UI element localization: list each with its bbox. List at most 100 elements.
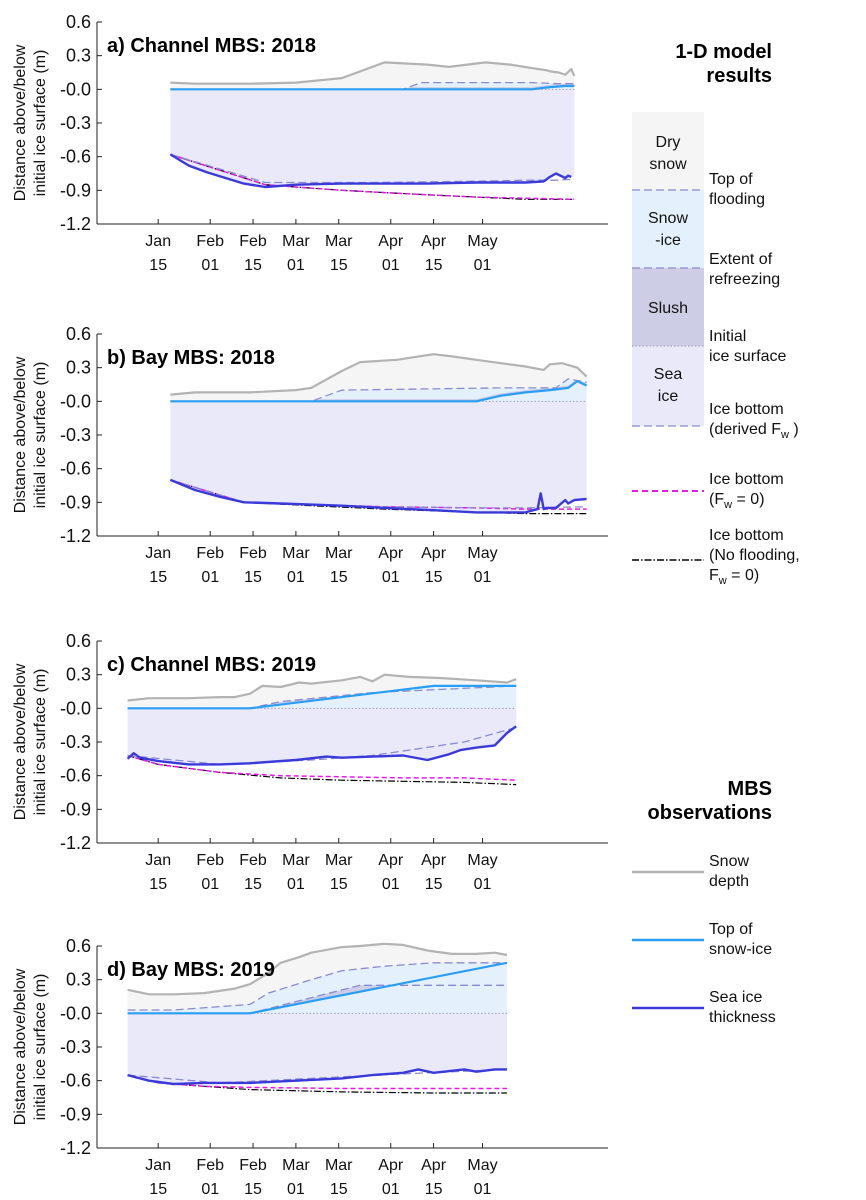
y-tick-label: 0.6 (66, 631, 91, 651)
y-tick-label: -1.2 (60, 833, 91, 853)
sea-ice-fill (127, 708, 517, 765)
key-swatch-sea-ice (632, 346, 704, 426)
x-tick-label-day: 15 (149, 876, 167, 893)
legend-snow-depth: Snow depth (709, 852, 749, 892)
legend-noflood-line1: Ice bottom (709, 527, 784, 544)
legend-noflood-sub: w (718, 575, 727, 587)
x-tick-label-month: Feb (196, 852, 224, 869)
legend-top-snow-ice: Top of snow-ice (709, 920, 772, 960)
y-tick-label: 0.3 (66, 46, 91, 66)
x-tick-label-month: Feb (196, 545, 224, 562)
y-tick-label: -0.0 (60, 79, 91, 99)
legend-snow-depth-line2: depth (709, 873, 750, 890)
x-tick-label-month: Apr (421, 1157, 447, 1174)
legend-top-snow-ice-line1: Top of (709, 921, 753, 938)
legend-sea-ice-thickness-line2: thickness (709, 1009, 776, 1026)
series-snow-depth (127, 942, 508, 996)
series-snow-depth (170, 353, 588, 396)
series-ice-bottom-derived-fw (127, 1068, 508, 1084)
series-snow-depth (170, 61, 576, 85)
chart-panel-b: 0.6 0.3 -0.0 -0.3 -0.6 -0.9 -1.2 Jan 15 Feb 01 Feb 1… (12, 324, 608, 586)
snow-ice-fill (170, 381, 587, 402)
y-tick-label: -0.0 (60, 391, 91, 411)
legend-extent-of-refreezing: Extent of refreezing (709, 250, 780, 290)
y-tick-label: 0.6 (66, 324, 91, 344)
x-tick-label-month: Jan (145, 545, 171, 562)
legend-noflood-close: = 0) (726, 567, 760, 584)
key-swatch-slush (632, 268, 704, 346)
x-tick-label-day: 15 (425, 876, 443, 893)
key-snow-ice-line2: -ice (655, 232, 681, 249)
series-top-of-snow-ice (170, 84, 575, 91)
x-tick-label-month: Feb (239, 852, 267, 869)
obs-heading-line1: MBS (727, 778, 772, 800)
panel-title: d) Bay MBS: 2019 (107, 959, 275, 981)
x-tick-label-month: Apr (378, 852, 404, 869)
x-tick-label-month: May (467, 545, 497, 562)
x-tick-label-day: 01 (287, 569, 305, 586)
observations-heading: MBS observations (572, 777, 772, 825)
x-tick-label-month: Jan (145, 852, 171, 869)
x-tick-label-day: 01 (201, 876, 219, 893)
panel-title: a) Channel MBS: 2018 (107, 35, 316, 57)
legend-fw0-text: (F (709, 491, 725, 508)
series-top-of-flooding (127, 685, 517, 709)
x-tick-label-month: Mar (325, 233, 353, 250)
y-axis-label-line1: Distance above/below (12, 968, 29, 1125)
y-tick-label: -0.3 (60, 732, 91, 752)
y-tick-label: -1.2 (60, 1138, 91, 1158)
key-sea-ice-line1: Sea (653, 366, 683, 383)
x-tick-label-day: 15 (149, 257, 167, 274)
legend-sea-ice-thickness: Sea ice thickness (709, 988, 776, 1028)
x-tick-label-day: 15 (330, 1181, 348, 1198)
model-heading-line2: results (706, 65, 772, 87)
x-tick-label-month: Mar (282, 233, 310, 250)
model-results-heading: 1-D model results (572, 40, 772, 88)
x-tick-label-month: Mar (282, 545, 310, 562)
slush-fill (170, 83, 575, 90)
x-tick-label-month: Apr (378, 545, 404, 562)
series-sea-ice-thickness (127, 1068, 507, 1086)
legend-refreezing-line1: Extent of (709, 251, 773, 268)
x-tick-label-day: 15 (425, 569, 443, 586)
key-snow-ice: Snow -ice (632, 208, 704, 252)
legend-fw0-close: = 0) (732, 491, 765, 508)
x-tick-label-day: 01 (201, 569, 219, 586)
series-ice-bottom-derived-fw (170, 153, 575, 184)
x-tick-label-month: Mar (282, 852, 310, 869)
legend-top-snow-ice-line2: snow-ice (709, 941, 773, 958)
y-axis-label-line1: Distance above/below (12, 356, 29, 513)
x-tick-label-day: 01 (287, 257, 305, 274)
y-tick-label: -0.9 (60, 1104, 91, 1124)
legend-ice-bottom-fw0-line2: (Fw = 0) (709, 490, 784, 515)
legend-ice-bottom-derived-close: ) (788, 421, 799, 438)
legend-top-of-flooding: Top of flooding (709, 170, 765, 210)
x-tick-label-month: Feb (196, 1157, 224, 1174)
key-swatch-dry-snow (632, 112, 704, 190)
x-tick-label-month: Feb (239, 1157, 267, 1174)
legend-noflood-line2: (No flooding, (709, 547, 800, 564)
x-tick-label-month: Mar (325, 545, 353, 562)
panel-title: c) Channel MBS: 2019 (107, 654, 316, 676)
x-tick-label-month: Apr (378, 1157, 404, 1174)
x-tick-label-month: Mar (325, 852, 353, 869)
x-tick-label-month: Mar (282, 1157, 310, 1174)
x-tick-label-day: 15 (330, 257, 348, 274)
dry-snow-fill (170, 62, 575, 90)
sea-ice-fill (170, 401, 587, 513)
legend-snow-depth-line1: Snow (709, 853, 750, 870)
series-top-of-snow-ice (170, 380, 588, 403)
series-sea-ice-thickness (169, 478, 587, 514)
x-tick-label-day: 01 (474, 876, 492, 893)
y-tick-label: -1.2 (60, 526, 91, 546)
key-snow-ice-line1: Snow (647, 210, 689, 227)
y-tick-label: -0.6 (60, 1071, 91, 1091)
x-tick-label-month: Jan (145, 233, 171, 250)
series-top-of-snow-ice (127, 684, 517, 710)
legend-ice-bottom-fw0-line1: Ice bottom (709, 471, 784, 488)
x-tick-label-day: 01 (201, 1181, 219, 1198)
legend-ice-bottom-derived-line2: (derived Fw ) (709, 420, 799, 445)
x-tick-label-month: Jan (145, 1157, 171, 1174)
x-tick-label-day: 15 (425, 1181, 443, 1198)
